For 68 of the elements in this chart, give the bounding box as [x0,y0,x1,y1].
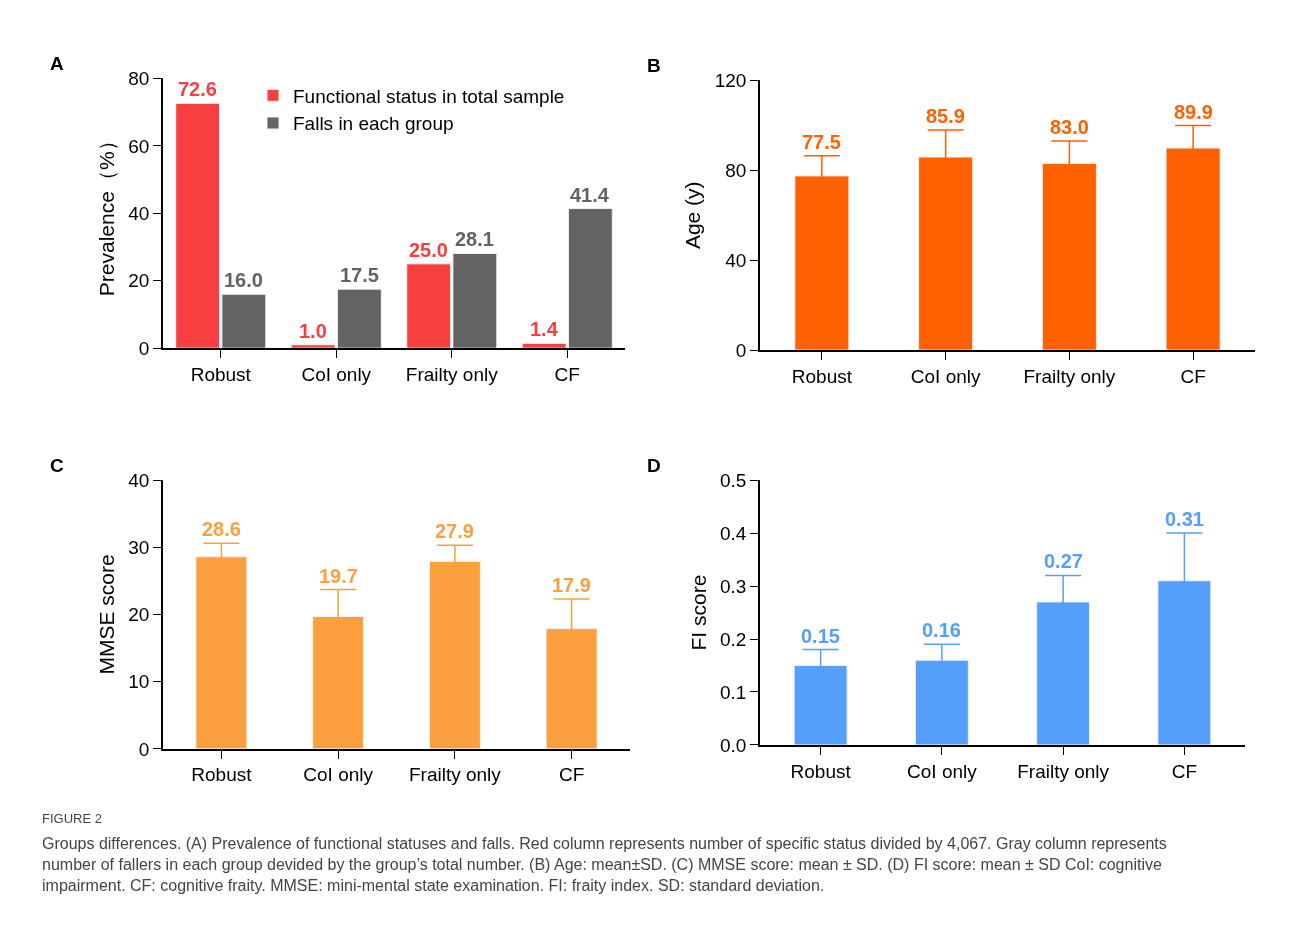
y-tick-label: 40 [128,469,150,491]
chart-title: C [50,455,64,476]
y-tick-label: 40 [128,202,150,224]
data-label: 41.4 [570,184,610,206]
y-tick-label: 0.1 [720,681,747,703]
x-tick-label: Robust [791,365,853,387]
chart-title: A [50,53,64,74]
caption: FIGURE 2 [42,811,102,826]
data-label: 27.9 [435,520,474,542]
data-label: 19.7 [319,565,358,587]
y-axis-title: Prevalence（%） [94,130,118,297]
y-tick-label: 0.4 [720,522,747,544]
data-label: 85.9 [926,105,965,127]
x-tick-label: CoI only [910,365,981,387]
y-tick-label: 0 [138,738,150,760]
y-tick-label: 0.5 [720,469,747,491]
data-label: 89.9 [1174,101,1213,123]
x-tick-label: CoI only [301,363,372,385]
chart-title: B [647,55,661,76]
data-label: 72.6 [178,78,217,100]
x-tick-label: Robust [790,760,852,782]
data-label: 0.16 [922,619,961,641]
x-tick-label: Robust [191,764,253,786]
data-label: 1.4 [530,318,559,340]
chart-title: D [647,455,661,476]
data-label: 1.0 [299,320,327,342]
x-tick-label: Frailty only [1017,760,1110,782]
x-tick-label: CF [1180,365,1206,387]
y-tick-label: 80 [725,159,747,181]
y-axis-title: FI score [686,574,710,651]
y-tick-label: 80 [128,68,150,90]
y-tick-label: 0.2 [720,628,747,650]
y-tick-label: 0 [138,337,150,359]
y-tick-label: 30 [128,536,150,558]
data-label: 28.1 [455,228,494,250]
data-label: 25.0 [409,239,448,261]
x-tick-label: Frailty only [408,764,502,786]
y-axis-title: Age (y) [681,181,705,250]
data-label: 0.15 [801,625,840,647]
y-tick-label: 60 [128,135,150,157]
data-label: 28.6 [202,518,241,540]
data-label: 0.31 [1165,508,1204,530]
y-tick-label: 0 [735,339,747,361]
data-label: 17.9 [552,574,591,596]
x-tick-label: Frailty only [405,363,499,385]
x-tick-label: CoI only [907,760,978,782]
x-tick-label: CF [1171,760,1198,782]
data-label: 0.27 [1044,550,1083,572]
data-label: 17.5 [340,264,379,286]
x-tick-label: Robust [190,363,252,385]
y-tick-label: 120 [714,70,747,92]
x-tick-label: Frailty only [1023,365,1116,387]
legend-label: Falls in each group [293,113,454,135]
x-tick-label: CF [554,363,580,385]
y-tick-label: 20 [128,604,150,626]
y-axis-title: MMSE score [94,554,118,675]
data-label: 83.0 [1050,116,1089,138]
data-label: 77.5 [802,131,841,153]
y-tick-label: 0.0 [720,734,747,756]
x-tick-label: CF [558,764,585,786]
y-tick-label: 0.3 [720,575,747,597]
text: Groups differences. (A) Prevalence of functional statuses and falls. Red column represents number of specific status divided by 4,067. Gray column represents number of fallers in each group devided by the group’s total number. (B) Age: mean±SD. (C) MMSE score: mean ± SD. (D) FI score: mean ± SD CoI: cognitive impairment. CF: cognitive fraity. MMSE: mini-mental state examination. FI: fraity index. SD: standard deviation. [42,835,1167,894]
y-tick-label: 20 [128,270,150,292]
y-tick-label: 40 [725,249,747,271]
x-tick-label: CoI only [303,764,374,786]
data-label: 16.0 [224,269,263,291]
y-tick-label: 10 [128,671,150,693]
legend-label: Functional status in total sample [293,85,565,107]
